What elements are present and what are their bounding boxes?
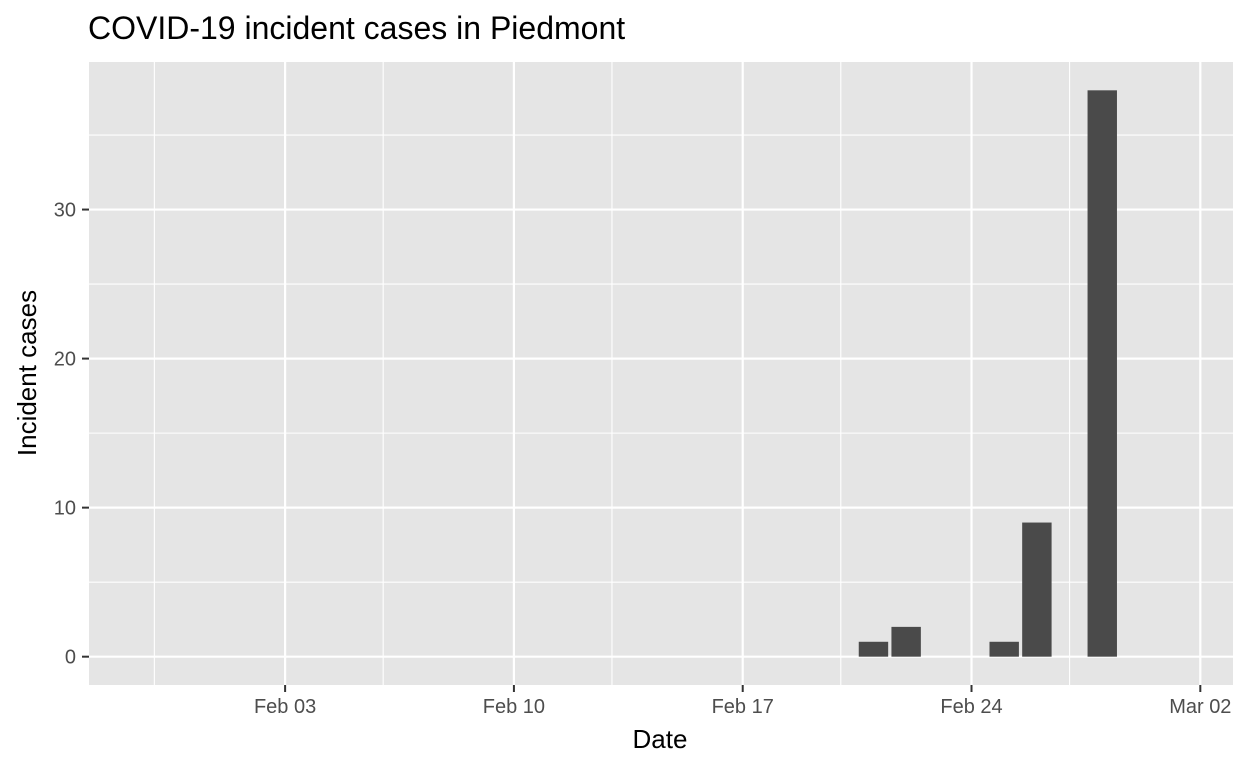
bar-2020-02-22 <box>891 626 921 657</box>
x-tick-label: Feb 03 <box>254 696 316 718</box>
y-tick-label: 20 <box>54 349 76 371</box>
x-tick-label: Mar 02 <box>1169 696 1231 718</box>
bar-2020-02-25 <box>989 641 1019 657</box>
bars <box>858 90 1117 657</box>
bar-2020-02-26 <box>1022 522 1052 657</box>
x-tick-label: Feb 24 <box>940 696 1002 718</box>
x-axis: Feb 03 Feb 10 Feb 17 Feb 24 Mar 02 <box>254 685 1231 718</box>
y-tick-label: 10 <box>54 498 76 520</box>
y-tick-label: 30 <box>54 200 76 222</box>
minor-gridlines <box>89 62 1233 685</box>
plot-panel <box>89 62 1233 685</box>
y-tick-label: 0 <box>65 647 76 669</box>
bar-2020-02-28 <box>1087 90 1117 657</box>
y-axis: 0 10 20 30 <box>54 200 89 669</box>
x-axis-title: Date <box>633 724 688 754</box>
x-tick-label: Feb 17 <box>712 696 774 718</box>
bar-2020-02-21 <box>858 641 889 657</box>
y-axis-title: Incident cases <box>12 290 42 456</box>
x-tick-label: Feb 10 <box>483 696 545 718</box>
chart-title: COVID-19 incident cases in Piedmont <box>88 10 625 46</box>
